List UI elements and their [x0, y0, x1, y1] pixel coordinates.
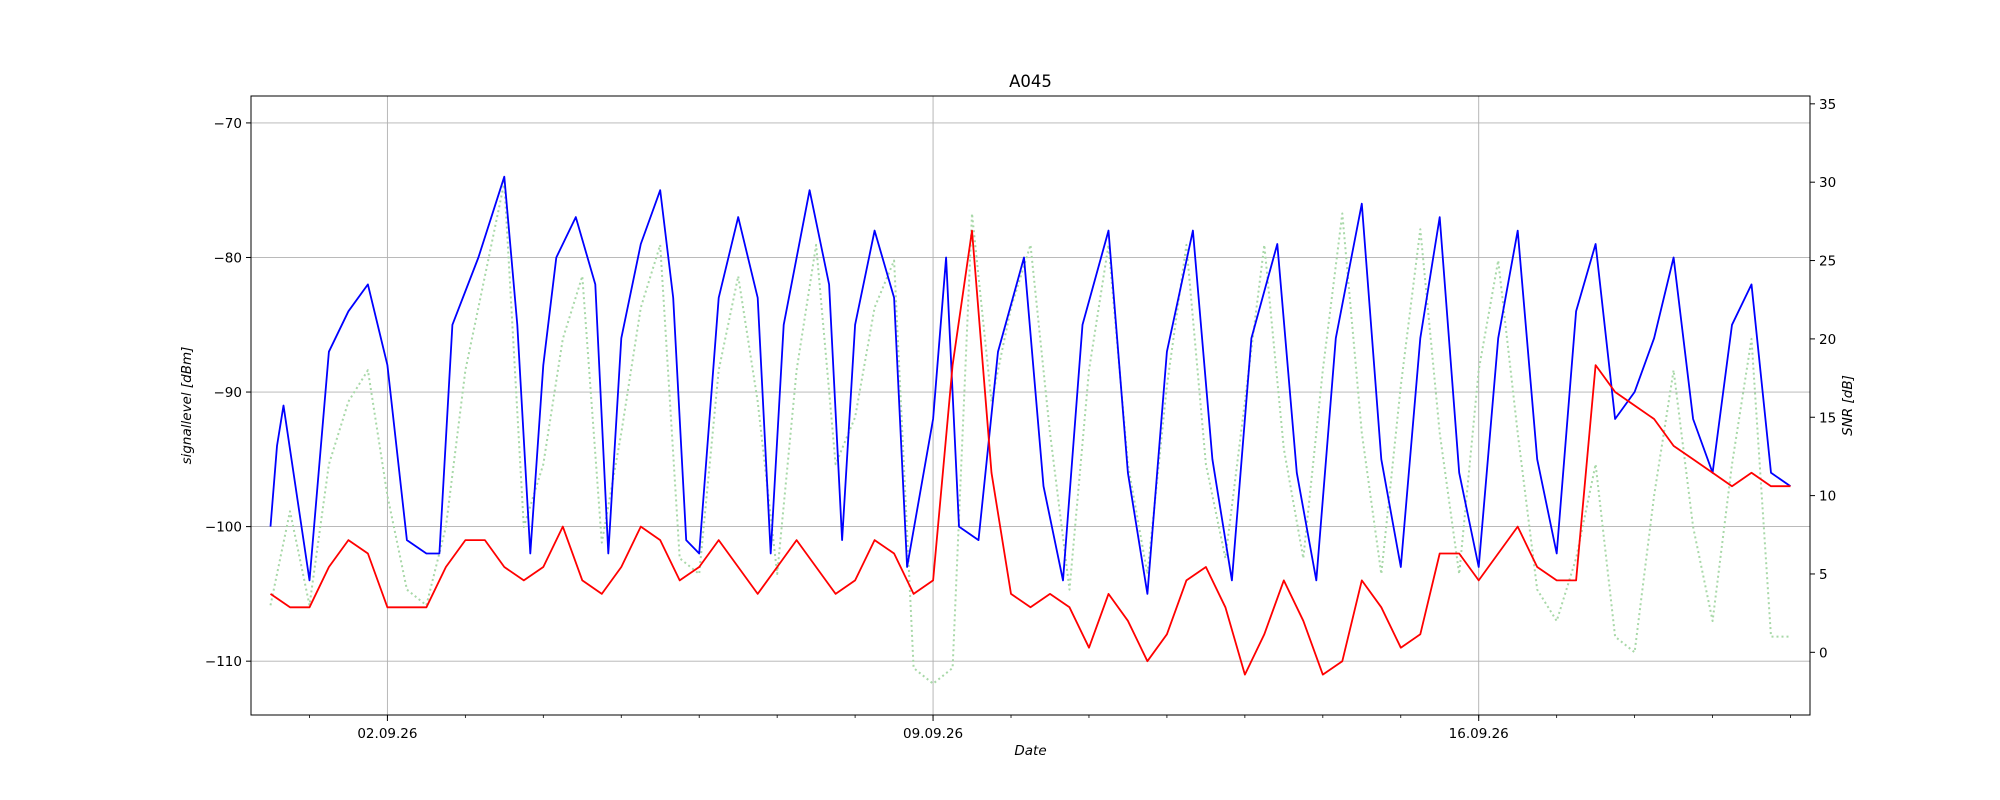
y-right-tick-label: 15: [1819, 410, 1836, 426]
y-right-tick-label: 0: [1819, 645, 1828, 661]
y-left-tick-label: −70: [214, 116, 243, 132]
x-tick-label: 02.09.26: [357, 726, 417, 742]
y-right-tick-label: 10: [1819, 489, 1836, 505]
y-left-tick-label: −80: [214, 250, 243, 266]
y-right-tick-label: 25: [1819, 254, 1836, 270]
y-axis-label-left: signallevel [dBm]: [179, 347, 195, 465]
series-layer: [269, 175, 1792, 685]
y-left-tick-label: −90: [214, 385, 243, 401]
y-left-tick-label: −110: [205, 654, 242, 670]
y-right-tick-label: 30: [1819, 175, 1836, 191]
axis-layer: −110 −100 −90 −80 −70 0 5 10 15 20 25 30 35 02.09.26 0…: [205, 97, 1836, 742]
x-axis-label: Date: [1014, 743, 1046, 759]
y-left-tick-label: −100: [205, 520, 242, 536]
y-right-tick-label: 5: [1819, 567, 1828, 583]
y-right-tick-label: 35: [1819, 97, 1836, 113]
y-axis-label-right: SNR [dB]: [1840, 375, 1856, 436]
y-right-tick-label: 20: [1819, 332, 1836, 348]
plot-frame: [250, 95, 1811, 716]
chart-title: A045: [1009, 72, 1052, 91]
x-tick-label: 16.09.26: [1449, 726, 1509, 742]
x-tick-label: 09.09.26: [903, 726, 963, 742]
